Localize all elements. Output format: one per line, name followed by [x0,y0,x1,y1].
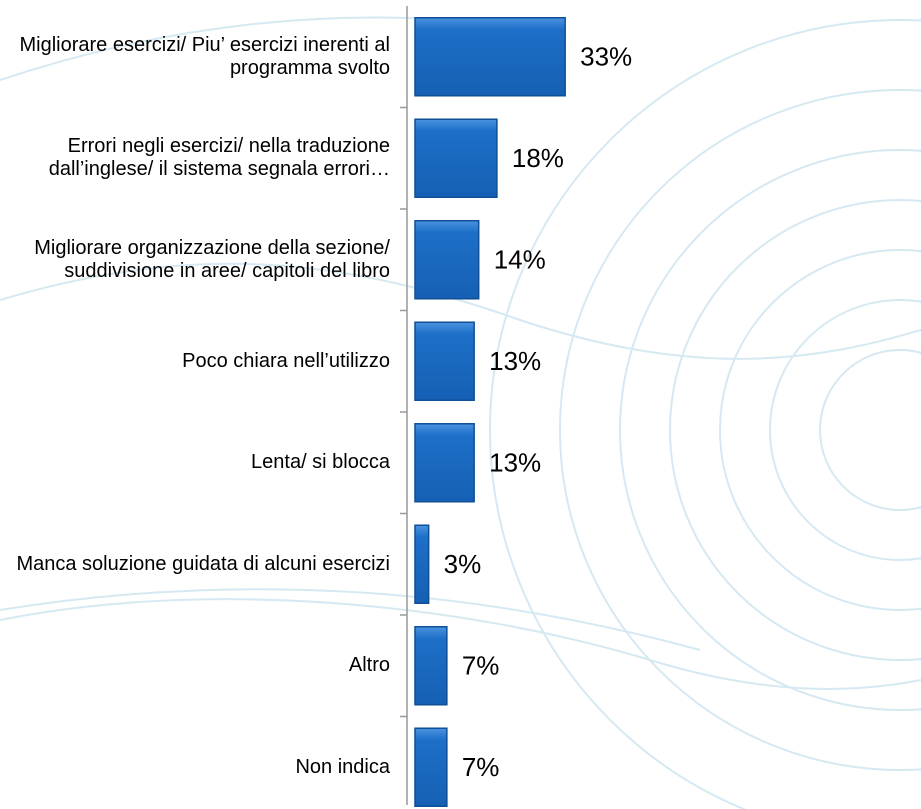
category-label: Errori negli esercizi/ nella traduzione … [48,135,390,181]
category-label: Migliorare esercizi/ Piu’ esercizi inere… [19,33,391,79]
category-label: Lenta/ si blocca [251,451,390,474]
value-label: 18% [512,143,564,173]
bar [414,220,480,300]
value-label: 7% [462,651,500,681]
bar [414,727,448,807]
bar [414,17,566,97]
value-label: 7% [462,752,500,782]
value-label: 3% [444,549,482,579]
bar [414,118,498,198]
category-label: Migliorare organizzazione della sezione/… [34,236,390,282]
bar [414,423,475,503]
value-label: 14% [494,245,546,275]
category-label: Manca soluzione guidata di alcuni eserci… [16,552,390,575]
bar [414,626,448,706]
category-label: Poco chiara nell’utilizzo [182,349,390,372]
category-label: Non indica [295,755,390,778]
background-decoration [0,16,921,809]
bar [414,321,475,401]
category-label: Altro [348,654,390,677]
value-label: 33% [580,42,632,72]
value-label: 13% [489,448,541,478]
bar [414,524,430,604]
value-label: 13% [489,346,541,376]
